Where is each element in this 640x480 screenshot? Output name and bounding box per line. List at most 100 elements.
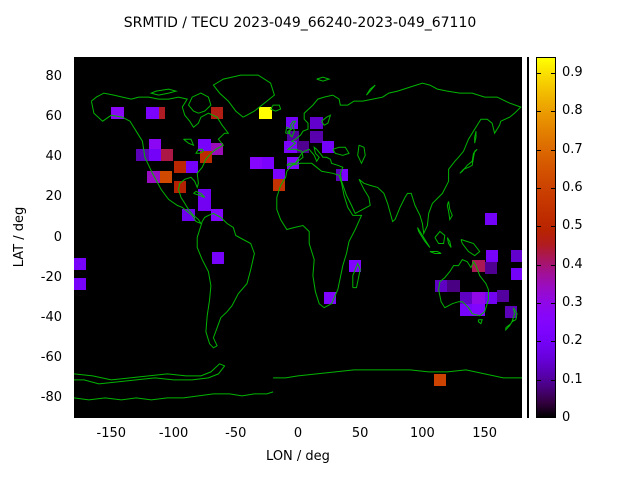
x-tick-label: 50 — [351, 426, 369, 441]
y-tick-label: 80 — [45, 69, 62, 85]
colorbar-tick — [537, 188, 541, 190]
heatmap-cell — [321, 141, 334, 154]
coastline-path — [434, 230, 446, 244]
coastline-path — [273, 369, 522, 379]
coastline-path — [90, 92, 230, 225]
coastline-path — [511, 307, 518, 323]
heatmap-cell — [173, 161, 186, 174]
heatmap-cell — [472, 303, 485, 316]
heatmap-cell — [198, 199, 211, 212]
x-axis-label: LON / deg — [266, 449, 330, 464]
heatmap-cell — [310, 117, 323, 130]
colorbar-tick-label: 0.9 — [562, 65, 583, 81]
colorbar-tick — [551, 149, 555, 151]
heatmap-cell — [198, 139, 211, 152]
coastline-path — [459, 148, 478, 174]
heatmap-cell — [484, 213, 498, 226]
heatmap-cell — [74, 257, 87, 270]
heatmap-cell — [447, 279, 460, 292]
coastline-path — [365, 84, 376, 96]
world-coastlines — [74, 74, 522, 401]
colorbar-tick-label: 0.7 — [562, 141, 583, 157]
colorbar-tick — [551, 264, 555, 266]
coastline-path — [417, 227, 431, 248]
x-tick-label: 100 — [409, 426, 435, 441]
heatmap-cell — [249, 157, 262, 170]
heatmap-cell — [198, 189, 211, 202]
colorbar-tick-label: 0.1 — [562, 371, 583, 387]
colorbar-tick — [551, 226, 555, 228]
colorbar-tick — [551, 379, 555, 381]
colorbar-tick — [537, 341, 541, 343]
coastline-path — [474, 131, 477, 144]
coastline-path — [196, 212, 255, 349]
colorbar-tick — [537, 73, 541, 75]
colorbar-tick — [551, 341, 555, 343]
colorbar-tick-label: 0.8 — [562, 103, 583, 119]
heatmap-cell — [497, 289, 510, 302]
coastline-path — [195, 148, 205, 154]
heatmap-cell — [159, 107, 166, 120]
colorbar-tick — [551, 188, 555, 190]
y-tick-label: 60 — [45, 109, 62, 125]
colorbar-tick-label: 0.4 — [562, 256, 583, 272]
map-plot-area — [74, 57, 522, 418]
colorbar-tick — [537, 226, 541, 228]
y-tick-label: 20 — [45, 189, 62, 205]
colorbar-tick — [551, 416, 555, 417]
coastline-path — [321, 114, 332, 126]
colorbar-tick — [537, 303, 541, 304]
colorbar-tick — [551, 111, 555, 113]
x-tick-label: 150 — [472, 426, 498, 441]
coastline-path — [446, 201, 453, 221]
coastline-path — [460, 239, 481, 257]
coastline-path — [193, 190, 206, 198]
heatmap-cell — [510, 249, 522, 262]
colorbar-tick-label: 0.2 — [562, 333, 583, 349]
colorbar-tick — [537, 379, 541, 381]
coastline-path — [352, 262, 361, 289]
heatmap-cell — [349, 259, 362, 272]
heatmap-cell — [310, 131, 323, 144]
heatmap-cell — [186, 161, 199, 174]
heatmap-cell — [199, 151, 213, 164]
y-tick-label: -20 — [40, 269, 62, 285]
coastline-path — [187, 92, 212, 114]
y-tick-label: -40 — [40, 309, 62, 325]
heatmap-cell — [159, 171, 173, 184]
coastline-path — [149, 88, 178, 96]
y-tick-label: 40 — [45, 149, 62, 165]
plot-title: SRMTID / TECU 2023-049_66240-2023-049_67… — [123, 15, 477, 31]
y-tick-label: 0 — [53, 229, 62, 245]
x-tick-label: -50 — [225, 426, 247, 441]
heatmap-cell — [472, 291, 485, 304]
heatmap-cell — [273, 169, 286, 182]
colorbar-tick — [551, 303, 555, 304]
coastline-path — [438, 258, 489, 317]
coastline-path — [332, 146, 350, 156]
colorbar-tick — [537, 149, 541, 151]
heatmap-cell — [459, 303, 473, 316]
colorbar — [536, 57, 556, 418]
x-tick-label: -150 — [96, 426, 127, 441]
coastline-path — [287, 120, 297, 138]
y-tick-label: -60 — [40, 349, 62, 365]
heatmap-cell — [146, 107, 159, 120]
coastline-path — [316, 76, 331, 82]
coastline-path — [505, 319, 514, 332]
coastline-path — [74, 391, 274, 401]
coastline-path — [429, 251, 442, 254]
coastline-path — [212, 74, 275, 118]
x-tick-label: -100 — [158, 426, 189, 441]
heatmap-cell — [259, 107, 272, 120]
colorbar-tick-label: 0 — [562, 410, 571, 425]
coastline-path — [270, 104, 282, 112]
coastline-path — [446, 237, 452, 248]
colorbar-tick-label: 0.5 — [562, 218, 583, 234]
heatmap-cell — [485, 249, 499, 262]
x-tick-label: 0 — [293, 426, 303, 441]
coastline-path — [477, 319, 483, 325]
coastline-path — [286, 82, 522, 236]
colorbar-tick — [551, 73, 555, 75]
